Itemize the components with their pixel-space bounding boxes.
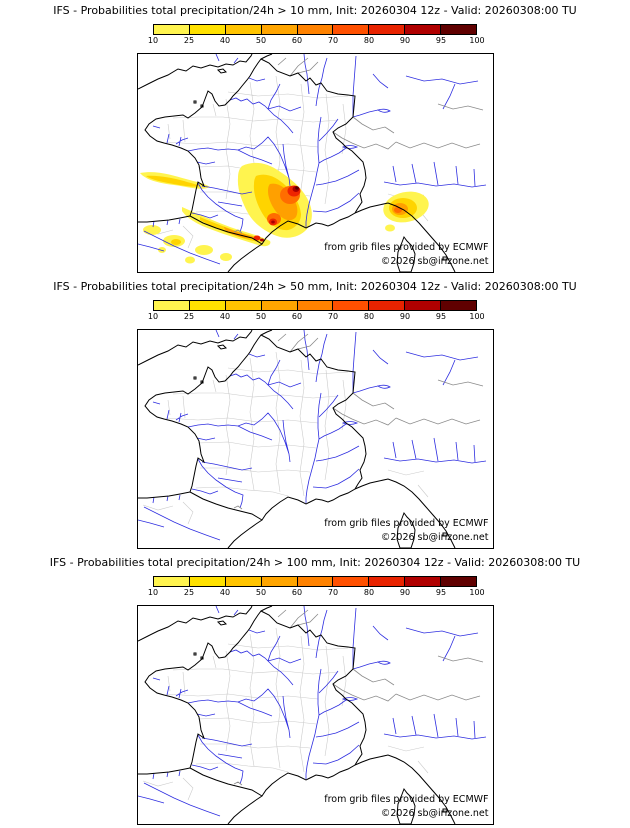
colorbar-segment [369, 577, 406, 586]
panel-title: IFS - Probabilities total precipitation/… [53, 280, 577, 293]
colorbar-tick-label: 10 [147, 312, 159, 321]
colorbar-tick-label: 90 [399, 36, 411, 45]
basemap-linework [137, 54, 486, 272]
colorbar-segment [441, 301, 477, 310]
colorbar-strip [153, 576, 477, 587]
map-france-10mm: from grib files provided by ECMWF ©2026 … [136, 53, 494, 273]
probability-colorbar: 10 25 40 50 60 70 80 90 95 100 [148, 24, 485, 46]
colorbar-tick-label: 90 [399, 312, 411, 321]
colorbar-tick-label: 25 [183, 312, 195, 321]
colorbar-segment [369, 301, 406, 310]
colorbar-tick-row: 10 25 40 50 60 70 80 90 95 100 [148, 587, 485, 598]
colorbar-tick-label: 50 [255, 36, 267, 45]
colorbar-segment [405, 577, 442, 586]
panel-title: IFS - Probabilities total precipitation/… [49, 556, 581, 569]
colorbar-segment [441, 25, 477, 34]
copyright-note: ©2026 sb@irizone.net [380, 256, 489, 267]
panel-precip-gt-50mm: IFS - Probabilities total precipitation/… [0, 276, 630, 552]
colorbar-segment [333, 301, 370, 310]
map-svg-100mm [137, 606, 486, 824]
basemap-linework [137, 330, 486, 548]
colorbar-segment [154, 577, 190, 586]
basemap-linework [137, 606, 486, 824]
colorbar-tick-label: 70 [327, 36, 339, 45]
colorbar-tick-label: 70 [327, 588, 339, 597]
colorbar-segment [261, 301, 298, 310]
colorbar-tick-label: 60 [291, 36, 303, 45]
colorbar-tick-row: 10 25 40 50 60 70 80 90 95 100 [148, 35, 485, 46]
colorbar-segment [261, 25, 298, 34]
colorbar-segment [225, 25, 262, 34]
colorbar-segment [225, 577, 262, 586]
colorbar-tick-label: 50 [255, 588, 267, 597]
colorbar-tick-label: 25 [183, 36, 195, 45]
copyright-note: ©2026 sb@irizone.net [380, 532, 489, 543]
probability-colorbar: 10 25 40 50 60 70 80 90 95 100 [148, 576, 485, 598]
colorbar-tick-label: 60 [291, 312, 303, 321]
colorbar-strip [153, 24, 477, 35]
colorbar-tick-label: 95 [435, 36, 447, 45]
colorbar-segment [405, 25, 442, 34]
colorbar-tick-label: 40 [219, 312, 231, 321]
colorbar-tick-label: 50 [255, 312, 267, 321]
colorbar-tick-label: 10 [147, 588, 159, 597]
colorbar-tick-label: 95 [435, 312, 447, 321]
map-svg-10mm [137, 54, 486, 272]
colorbar-segment [154, 25, 190, 34]
colorbar-segment [441, 577, 477, 586]
colorbar-segment [405, 301, 442, 310]
copyright-note: ©2026 sb@irizone.net [380, 808, 489, 819]
colorbar-tick-label: 10 [147, 36, 159, 45]
panel-precip-gt-10mm: IFS - Probabilities total precipitation/… [0, 0, 630, 276]
map-svg-50mm [137, 330, 486, 548]
colorbar-segment [297, 577, 334, 586]
panel-precip-gt-100mm: IFS - Probabilities total precipitation/… [0, 552, 630, 828]
map-france-50mm: from grib files provided by ECMWF ©2026 … [136, 329, 494, 549]
colorbar-tick-label: 40 [219, 588, 231, 597]
grib-credit: from grib files provided by ECMWF [324, 518, 489, 529]
colorbar-tick-label: 80 [363, 36, 375, 45]
colorbar-tick-label: 100 [469, 312, 485, 321]
colorbar-tick-label: 40 [219, 36, 231, 45]
colorbar-tick-label: 80 [363, 312, 375, 321]
colorbar-segment [189, 577, 226, 586]
colorbar-segment [154, 301, 190, 310]
colorbar-segment [225, 301, 262, 310]
colorbar-segment [297, 301, 334, 310]
panel-title: IFS - Probabilities total precipitation/… [53, 4, 577, 17]
colorbar-segment [189, 301, 226, 310]
colorbar-tick-label: 25 [183, 588, 195, 597]
colorbar-tick-label: 60 [291, 588, 303, 597]
grib-credit: from grib files provided by ECMWF [324, 242, 489, 253]
colorbar-tick-label: 70 [327, 312, 339, 321]
colorbar-segment [333, 25, 370, 34]
colorbar-segment [333, 577, 370, 586]
colorbar-tick-row: 10 25 40 50 60 70 80 90 95 100 [148, 311, 485, 322]
map-france-100mm: from grib files provided by ECMWF ©2026 … [136, 605, 494, 825]
colorbar-tick-label: 100 [469, 588, 485, 597]
colorbar-tick-label: 100 [469, 36, 485, 45]
colorbar-segment [189, 25, 226, 34]
probability-colorbar: 10 25 40 50 60 70 80 90 95 100 [148, 300, 485, 322]
grib-credit: from grib files provided by ECMWF [324, 794, 489, 805]
colorbar-tick-label: 90 [399, 588, 411, 597]
colorbar-strip [153, 300, 477, 311]
colorbar-tick-label: 95 [435, 588, 447, 597]
colorbar-segment [297, 25, 334, 34]
colorbar-segment [369, 25, 406, 34]
colorbar-segment [261, 577, 298, 586]
colorbar-tick-label: 80 [363, 588, 375, 597]
